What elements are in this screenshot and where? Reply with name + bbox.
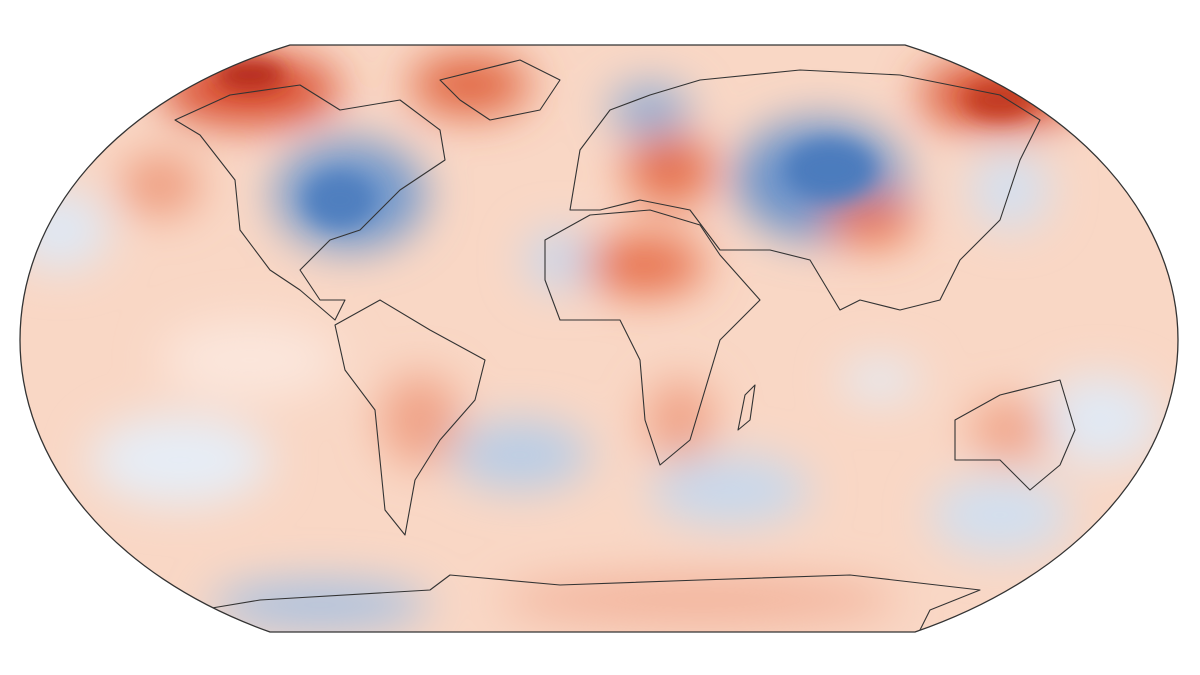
- coastlines: [174, 59, 1076, 632]
- map-border: [19, 44, 1179, 633]
- south-america: [334, 299, 486, 536]
- greenland: [439, 59, 561, 121]
- madagascar: [737, 384, 756, 431]
- africa: [544, 209, 761, 466]
- anomaly-blobs: [20, 55, 1160, 630]
- north-america: [174, 84, 446, 321]
- eurasia: [569, 69, 1041, 311]
- australia: [954, 379, 1076, 491]
- antarctica: [199, 574, 981, 632]
